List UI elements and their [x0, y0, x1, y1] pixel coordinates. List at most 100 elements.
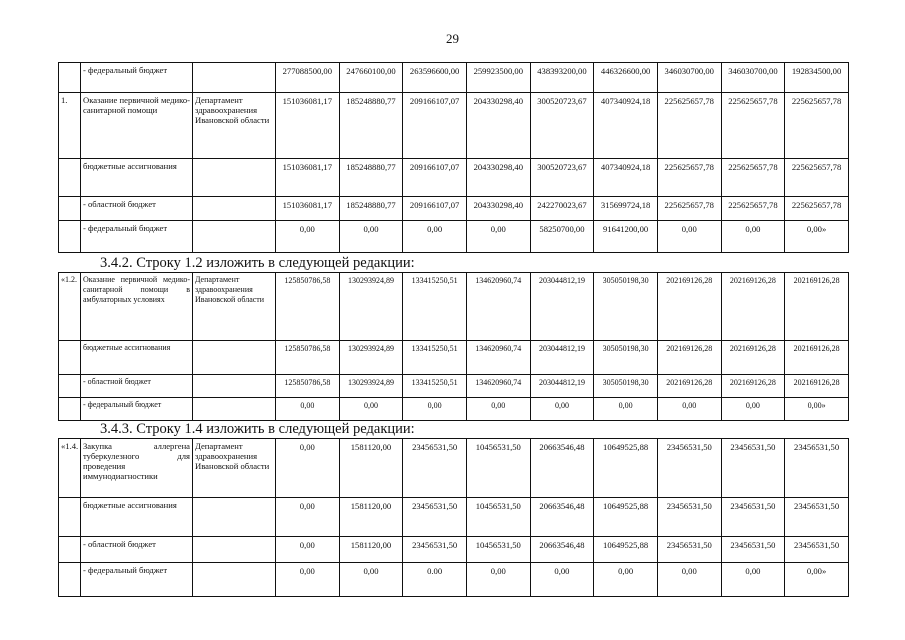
value-cell: 0,00» — [784, 220, 849, 253]
value-cell: 23456531,50 — [720, 536, 786, 563]
department-cell — [192, 62, 276, 93]
value-cell: 133415250,51 — [402, 340, 467, 375]
value-cell: 202169126,28 — [656, 374, 722, 398]
value-cell: 277088500,00 — [275, 62, 340, 93]
table-row: бюджетные ассигнования 151036081,17 185248… — [58, 158, 849, 197]
table-row: бюджетные ассигнования 0,00 1581120,00 2345… — [58, 497, 849, 537]
budget-table-1: - федеральный бюджет 277088500,00 24766010… — [58, 62, 849, 253]
value-cell: 0,00 — [593, 397, 658, 421]
department-cell — [192, 340, 276, 375]
value-cell: 209166107,07 — [402, 92, 467, 159]
value-cell: 209166107,07 — [402, 158, 467, 197]
value-cell: 0,00 — [465, 562, 531, 597]
value-cell: 202169126,28 — [720, 272, 786, 341]
table-row: - федеральный бюджет 277088500,00 24766010… — [58, 62, 849, 93]
row-number-cell — [58, 562, 81, 597]
row-name-cell: - федеральный бюджет — [80, 562, 193, 597]
value-cell: 202169126,28 — [656, 340, 722, 375]
table-row: - федеральный бюджет 0,00 0,00 0,00 0,00 0,00… — [58, 397, 849, 421]
value-cell: 151036081,17 — [275, 92, 340, 159]
value-cell: 0,00 — [275, 397, 340, 421]
department-cell — [192, 158, 276, 197]
value-cell: 225625657,78 — [656, 196, 722, 221]
value-cell: 20663546,48 — [529, 536, 595, 563]
table-row: - федеральный бюджет 0,00 0,00 0.00 0,00 0,00… — [58, 562, 849, 597]
table-row: «1.2. Оказание первичной медико-санитарно… — [58, 272, 849, 341]
value-cell: 225625657,78 — [720, 92, 786, 159]
department-cell — [192, 562, 276, 597]
value-cell: 0,00 — [275, 536, 340, 563]
value-cell: 23456531,50 — [656, 536, 722, 563]
value-cell: 23456531,50 — [784, 536, 849, 563]
value-cell: 204330298,40 — [465, 196, 531, 221]
value-cell: 0,00 — [656, 220, 722, 253]
department-cell — [192, 220, 276, 253]
value-cell: 202169126,28 — [784, 340, 849, 375]
value-cell: 1581120,00 — [338, 497, 404, 537]
value-cell: 202169126,28 — [784, 374, 849, 398]
value-cell: 225625657,78 — [720, 158, 786, 197]
value-cell: 133415250,51 — [402, 374, 467, 398]
value-cell: 202169126,28 — [720, 374, 786, 398]
value-cell: 151036081,17 — [275, 196, 340, 221]
row-number-cell — [58, 397, 81, 421]
value-cell: 300520723,67 — [529, 92, 595, 159]
value-cell: 10456531,50 — [465, 536, 531, 563]
department-cell: Департамент здравоохранения Ивановской о… — [192, 92, 276, 159]
value-cell: 23456531,50 — [402, 497, 467, 537]
value-cell: 23456531,50 — [720, 497, 786, 537]
value-cell: 0,00» — [784, 562, 849, 597]
row-number-cell — [58, 62, 81, 93]
row-number-cell — [58, 196, 81, 221]
page-number: 29 — [446, 31, 459, 46]
value-cell: 130293924,89 — [338, 272, 404, 341]
value-cell: 91641200,00 — [593, 220, 658, 253]
value-cell: 185248880,77 — [338, 92, 404, 159]
value-cell: 315699724,18 — [593, 196, 658, 221]
department-cell — [192, 536, 276, 563]
value-cell: 203044812,19 — [529, 272, 595, 341]
row-number-cell — [58, 374, 81, 398]
value-cell: 305050198,30 — [593, 272, 658, 341]
row-number-cell — [58, 158, 81, 197]
table-row: бюджетные ассигнования 125850786,58 130293… — [58, 340, 849, 375]
row-name-cell: - федеральный бюджет — [80, 220, 193, 253]
row-number-cell — [58, 497, 81, 537]
row-name-cell: - федеральный бюджет — [80, 62, 193, 93]
value-cell: 225625657,78 — [720, 196, 786, 221]
row-name-cell: Оказание первичной медико-санитарной пом… — [80, 272, 193, 341]
value-cell: 203044812,19 — [529, 374, 595, 398]
value-cell: 209166107,07 — [402, 196, 467, 221]
value-cell: 23456531,50 — [656, 438, 722, 498]
value-cell: 133415250,51 — [402, 272, 467, 341]
department-cell — [192, 374, 276, 398]
budget-table-3: «1.4. Закупка аллергена туберкулезного дл… — [58, 438, 849, 597]
value-cell: 305050198,30 — [593, 340, 658, 375]
value-cell: 23456531,50 — [656, 497, 722, 537]
row-name-cell: - областной бюджет — [80, 196, 193, 221]
value-cell: 0,00 — [275, 497, 340, 537]
section-heading-3-4-3: 3.4.3. Строку 1.4 изложить в следующей р… — [100, 421, 415, 437]
row-number-cell: 1. — [58, 92, 81, 159]
value-cell: 10649525,88 — [593, 536, 658, 563]
value-cell: 225625657,78 — [784, 92, 849, 159]
table-row: - областной бюджет 0,00 1581120,00 23456531… — [58, 536, 849, 563]
value-cell: 0,00 — [720, 397, 786, 421]
value-cell: 23456531,50 — [402, 438, 467, 498]
row-name-cell: - областной бюджет — [80, 536, 193, 563]
value-cell: 1581120,00 — [338, 536, 404, 563]
value-cell: 202169126,28 — [656, 272, 722, 341]
value-cell: 446326600,00 — [593, 62, 658, 93]
value-cell: 23456531,50 — [402, 536, 467, 563]
table-row: «1.4. Закупка аллергена туберкулезного дл… — [58, 438, 849, 498]
value-cell: 263596600,00 — [402, 62, 467, 93]
value-cell: 10649525,88 — [593, 497, 658, 537]
value-cell: 242270023,67 — [529, 196, 595, 221]
value-cell: 0,00 — [529, 562, 595, 597]
row-number-cell — [58, 536, 81, 563]
value-cell: 202169126,28 — [784, 272, 849, 341]
value-cell: 134620960,74 — [465, 340, 531, 375]
value-cell: 10456531,50 — [465, 497, 531, 537]
value-cell: 0,00 — [656, 562, 722, 597]
value-cell: 204330298,40 — [465, 158, 531, 197]
